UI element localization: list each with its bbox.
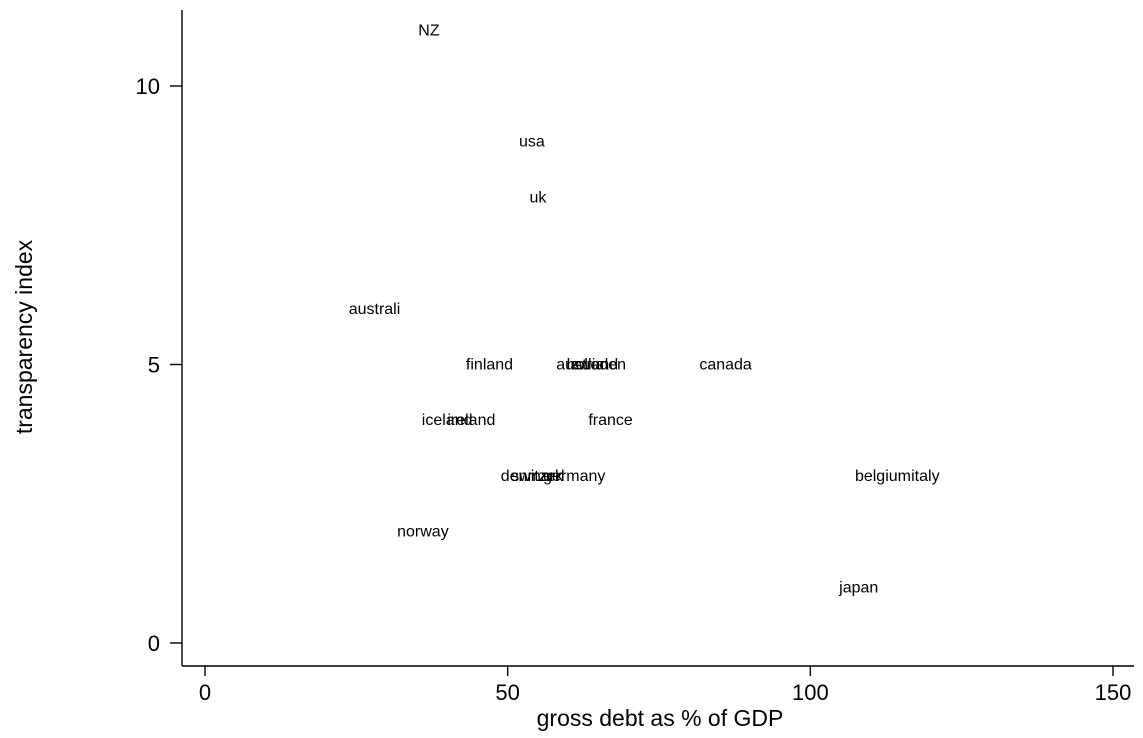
point-label: denmark — [501, 468, 564, 485]
point-label: uk — [529, 189, 547, 206]
point-label: usa — [519, 134, 545, 151]
y-tick-label: 0 — [148, 631, 160, 656]
x-tick-label: 0 — [199, 680, 211, 705]
point-label: sweden — [571, 357, 626, 374]
x-tick-label: 100 — [792, 680, 829, 705]
points: NZ usa uk australi finland austriahollandswed… — [349, 22, 940, 596]
point-label: switzerl — [511, 468, 564, 485]
point-label: germany — [543, 468, 605, 485]
y-tick-label: 10 — [136, 74, 160, 99]
point-label: belgium — [855, 468, 911, 485]
point-label: australi — [349, 301, 401, 318]
point-label: italy — [911, 468, 939, 485]
x-axis-title: gross debt as % of GDP — [537, 705, 784, 731]
y-tick-label: 5 — [148, 353, 160, 378]
axes — [181, 10, 1134, 667]
point-label: ireland — [447, 412, 495, 429]
point-label: norway — [397, 524, 449, 541]
x-tick-label: 50 — [495, 680, 519, 705]
point-label: austria — [556, 357, 604, 374]
point-label: canada — [699, 357, 752, 374]
point-label: france — [588, 412, 633, 429]
ticks: 0 50 100 150 0 5 10 — [136, 74, 1132, 705]
y-axis-title: transparency index — [11, 239, 37, 434]
point-label: NZ — [418, 22, 440, 39]
point-label: japan — [838, 579, 878, 596]
point-label: iceland — [422, 412, 473, 429]
point-label: holland — [567, 357, 619, 374]
point-label: finland — [466, 357, 513, 374]
x-tick-label: 150 — [1095, 680, 1132, 705]
